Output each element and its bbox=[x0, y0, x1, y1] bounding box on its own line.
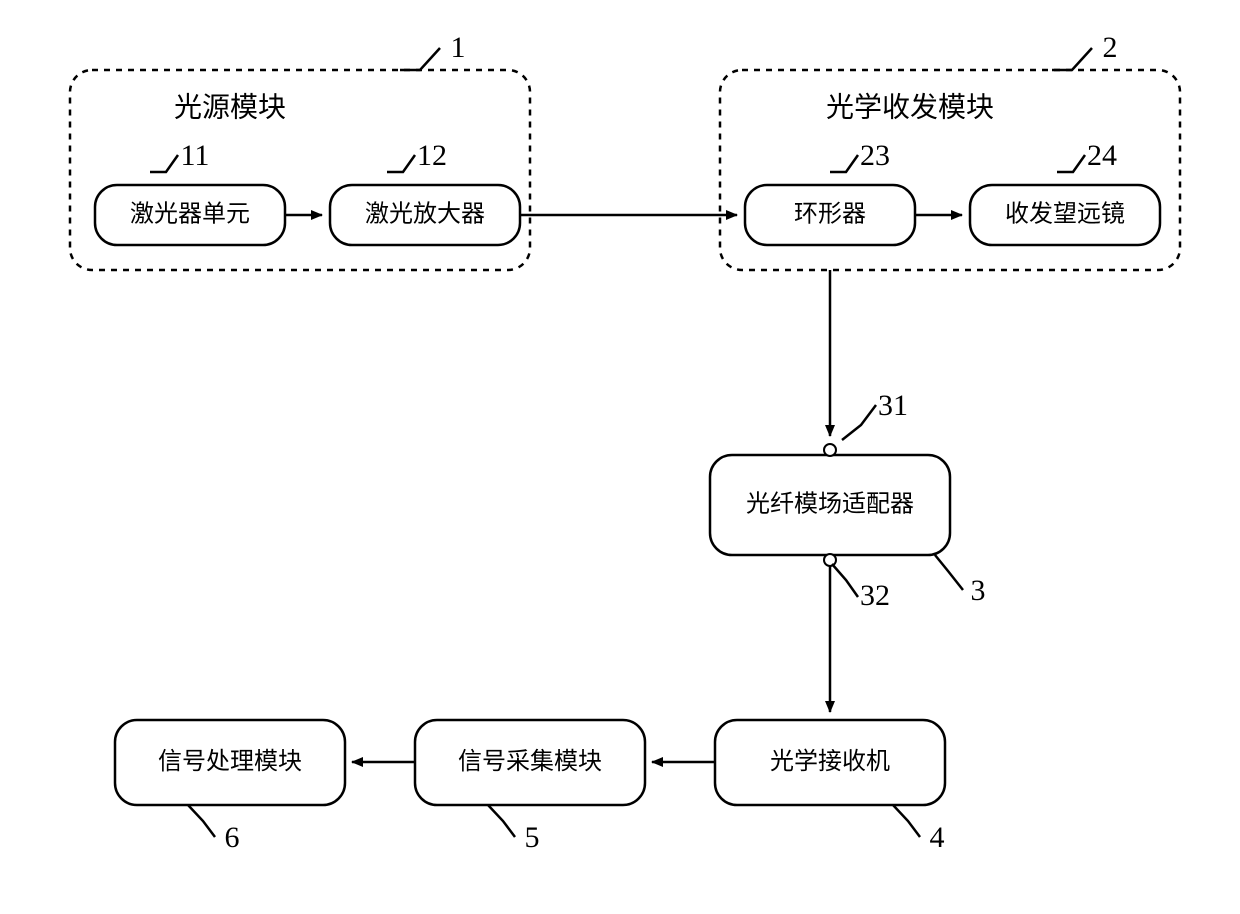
optical-receiver-node: 光学接收机 bbox=[715, 720, 945, 805]
callout-3-leader bbox=[935, 555, 963, 590]
signal-acquisition-node-label: 信号采集模块 bbox=[458, 748, 602, 775]
callout-11-leader bbox=[150, 155, 178, 172]
callout-12: 12 bbox=[387, 139, 447, 172]
laser-unit-node-label: 激光器单元 bbox=[130, 201, 250, 228]
callout-5-leader bbox=[488, 805, 515, 837]
callout-24-leader bbox=[1057, 155, 1085, 172]
fiber-mode-adapter-node-label: 光纤模场适配器 bbox=[746, 491, 914, 518]
dot-31 bbox=[824, 444, 836, 456]
callout-3: 3 bbox=[935, 555, 986, 607]
callout-5-number: 5 bbox=[525, 821, 540, 854]
callout-11-number: 11 bbox=[181, 139, 210, 172]
circulator-node: 环形器 bbox=[745, 185, 915, 245]
callout-4-leader bbox=[893, 805, 920, 837]
telescope-node: 收发望远镜 bbox=[970, 185, 1160, 245]
group-optical_trx_module-title: 光学收发模块 bbox=[826, 91, 994, 123]
group-source_module-leader bbox=[400, 48, 440, 70]
callout-32: 32 bbox=[832, 564, 890, 612]
callout-31-leader bbox=[842, 405, 876, 440]
callout-12-leader bbox=[387, 155, 415, 172]
telescope-node-label: 收发望远镜 bbox=[1005, 201, 1125, 228]
laser-amplifier-node: 激光放大器 bbox=[330, 185, 520, 245]
group-source_module-title: 光源模块 bbox=[174, 91, 286, 123]
group-source_module-number: 1 bbox=[451, 31, 466, 64]
callout-12-number: 12 bbox=[417, 139, 447, 172]
callout-6: 6 bbox=[188, 805, 240, 854]
group-optical_trx_module-number: 2 bbox=[1103, 31, 1118, 64]
callout-6-leader bbox=[188, 805, 215, 837]
callout-24: 24 bbox=[1057, 139, 1117, 172]
nodes-layer: 激光器单元 激光放大器 环形器 收发望远镜光纤模场适配器光学接收机 信号采集模块 信号处理… bbox=[95, 185, 1160, 805]
laser-unit-node: 激光器单元 bbox=[95, 185, 285, 245]
callout-32-number: 32 bbox=[860, 579, 890, 612]
callout-11: 11 bbox=[150, 139, 209, 172]
callout-23-leader bbox=[830, 155, 858, 172]
fiber-mode-adapter-node: 光纤模场适配器 bbox=[710, 455, 950, 555]
callout-32-leader bbox=[832, 564, 858, 597]
callout-6-number: 6 bbox=[225, 821, 240, 854]
callout-31: 31 bbox=[842, 389, 908, 440]
callout-24-number: 24 bbox=[1087, 139, 1117, 172]
optical-receiver-node-label: 光学接收机 bbox=[770, 748, 890, 775]
laser-amplifier-node-label: 激光放大器 bbox=[365, 201, 485, 228]
diagram-canvas: 光源模块 1 光学收发模块 2 激光器单元 激光放大器 环形器 收发望远镜光纤模场适配器光学… bbox=[0, 0, 1240, 914]
callout-4-number: 4 bbox=[930, 821, 945, 854]
callout-3-number: 3 bbox=[971, 574, 986, 607]
signal-processing-node: 信号处理模块 bbox=[115, 720, 345, 805]
callout-23: 23 bbox=[830, 139, 890, 172]
callout-23-number: 23 bbox=[860, 139, 890, 172]
dot-32 bbox=[824, 554, 836, 566]
callout-31-number: 31 bbox=[878, 389, 908, 422]
callout-4: 4 bbox=[893, 805, 945, 854]
signal-acquisition-node: 信号采集模块 bbox=[415, 720, 645, 805]
callout-5: 5 bbox=[488, 805, 540, 854]
circulator-node-label: 环形器 bbox=[794, 201, 866, 228]
signal-processing-node-label: 信号处理模块 bbox=[158, 748, 302, 775]
group-optical_trx_module-leader bbox=[1052, 48, 1092, 70]
